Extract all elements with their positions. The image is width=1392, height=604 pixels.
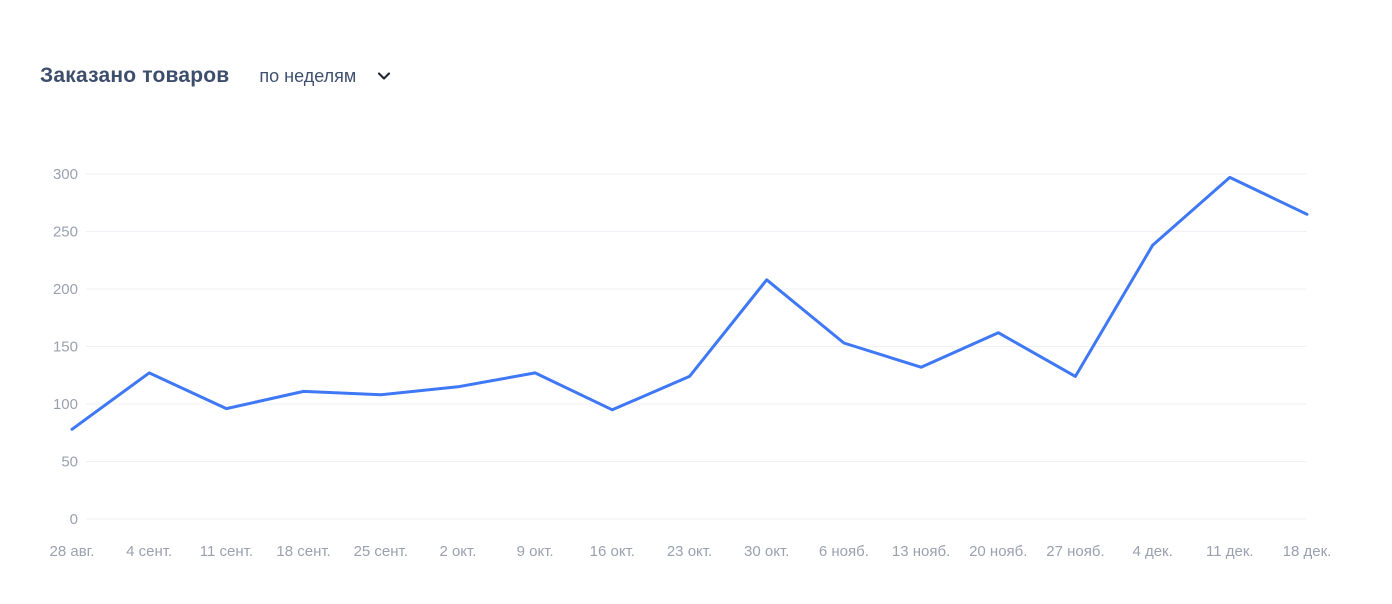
series-line xyxy=(70,175,1309,431)
x-axis-tick-label: 20 нояб. xyxy=(969,543,1027,560)
x-axis-tick-label: 13 нояб. xyxy=(892,543,950,560)
period-dropdown[interactable]: по неделям xyxy=(259,66,392,87)
y-axis-tick-label: 300 xyxy=(53,166,78,183)
x-axis-tick-label: 2 окт. xyxy=(439,543,476,560)
x-axis-tick-label: 18 сент. xyxy=(276,543,330,560)
period-dropdown-label: по неделям xyxy=(259,65,357,86)
x-axis-tick-label: 11 дек. xyxy=(1206,543,1254,560)
x-axis-tick-label: 28 авг. xyxy=(50,543,95,560)
x-axis-tick-label: 23 окт. xyxy=(667,543,712,560)
y-axis-tick-label: 0 xyxy=(70,511,78,528)
y-axis-tick-label: 250 xyxy=(53,224,78,241)
y-axis-tick-label: 100 xyxy=(53,396,78,413)
chevron-down-icon xyxy=(378,72,391,80)
x-axis-tick-label: 18 дек. xyxy=(1283,543,1332,560)
x-axis-tick-label: 4 сент. xyxy=(126,543,172,560)
x-axis-tick-label: 6 нояб. xyxy=(819,543,869,560)
chart-header: Заказано товаров по неделям xyxy=(40,64,392,88)
x-axis-tick-label: 30 окт. xyxy=(744,543,789,560)
x-axis-tick-label: 11 сент. xyxy=(200,543,253,560)
x-axis-tick-label: 27 нояб. xyxy=(1046,543,1104,560)
y-axis-tick-label: 150 xyxy=(53,339,78,356)
x-axis-tick-label: 9 окт. xyxy=(517,543,554,560)
chart-title: Заказано товаров xyxy=(40,64,230,87)
y-axis-tick-label: 200 xyxy=(53,281,78,298)
y-axis-tick-label: 50 xyxy=(61,454,78,471)
x-axis-tick-label: 16 окт. xyxy=(590,543,635,560)
x-axis-tick-label: 25 сент. xyxy=(354,543,408,560)
x-axis-tick-label: 4 дек. xyxy=(1132,543,1172,560)
